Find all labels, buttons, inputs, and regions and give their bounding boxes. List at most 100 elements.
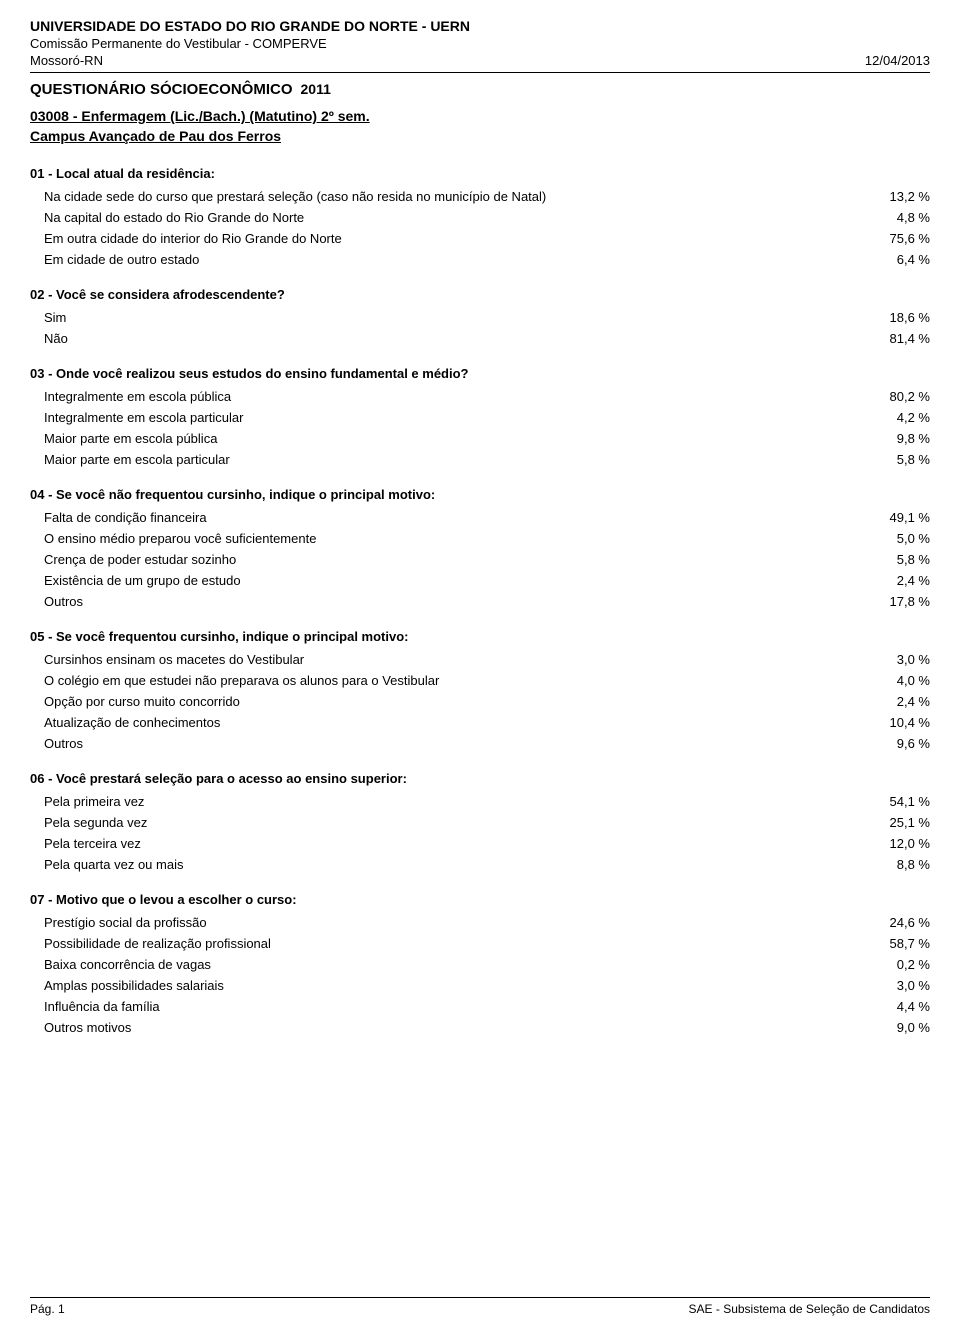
answer-row: Falta de condição financeira49,1 % [30, 510, 930, 525]
institution-name: UNIVERSIDADE DO ESTADO DO RIO GRANDE DO … [30, 18, 930, 34]
answer-value: 5,8 % [897, 452, 930, 467]
answer-row: Outros motivos9,0 % [30, 1020, 930, 1035]
answer-row: Atualização de conhecimentos10,4 % [30, 715, 930, 730]
answer-value: 4,4 % [897, 999, 930, 1014]
answer-value: 3,0 % [897, 652, 930, 667]
answer-label: Falta de condição financeira [44, 510, 890, 525]
answer-row: Pela quarta vez ou mais8,8 % [30, 857, 930, 872]
answer-row: Em outra cidade do interior do Rio Grand… [30, 231, 930, 246]
answer-value: 54,1 % [890, 794, 930, 809]
answer-label: Pela primeira vez [44, 794, 890, 809]
answer-value: 18,6 % [890, 310, 930, 325]
answer-label: Outros [44, 594, 890, 609]
answer-row: Em cidade de outro estado6,4 % [30, 252, 930, 267]
answer-label: Na capital do estado do Rio Grande do No… [44, 210, 897, 225]
answer-value: 24,6 % [890, 915, 930, 930]
answer-row: Pela primeira vez54,1 % [30, 794, 930, 809]
document-header: UNIVERSIDADE DO ESTADO DO RIO GRANDE DO … [30, 18, 930, 68]
answer-value: 5,0 % [897, 531, 930, 546]
answer-label: Integralmente em escola particular [44, 410, 897, 425]
system-name: SAE - Subsistema de Seleção de Candidato… [689, 1302, 930, 1316]
answer-row: Pela terceira vez12,0 % [30, 836, 930, 851]
answer-value: 75,6 % [890, 231, 930, 246]
answer-row: Amplas possibilidades salariais3,0 % [30, 978, 930, 993]
answer-row: Baixa concorrência de vagas0,2 % [30, 957, 930, 972]
answer-row: Outros9,6 % [30, 736, 930, 751]
answer-label: Na cidade sede do curso que prestará sel… [44, 189, 890, 204]
answer-row: Possibilidade de realização profissional… [30, 936, 930, 951]
answer-value: 3,0 % [897, 978, 930, 993]
answer-row: Existência de um grupo de estudo2,4 % [30, 573, 930, 588]
answer-label: Pela segunda vez [44, 815, 890, 830]
answer-value: 0,2 % [897, 957, 930, 972]
question-title: 01 - Local atual da residência: [30, 166, 930, 181]
answer-row: Outros17,8 % [30, 594, 930, 609]
answer-label: Pela terceira vez [44, 836, 890, 851]
campus-name: Campus Avançado de Pau dos Ferros [30, 128, 930, 144]
answer-row: O ensino médio preparou você suficientem… [30, 531, 930, 546]
question-title: 04 - Se você não frequentou cursinho, in… [30, 487, 930, 502]
answer-label: Influência da família [44, 999, 897, 1014]
footer-divider [30, 1297, 930, 1298]
answer-label: Outros [44, 736, 897, 751]
question-title: 06 - Você prestará seleção para o acesso… [30, 771, 930, 786]
answer-row: Na cidade sede do curso que prestará sel… [30, 189, 930, 204]
answer-label: Pela quarta vez ou mais [44, 857, 897, 872]
answer-value: 2,4 % [897, 694, 930, 709]
answer-row: Prestígio social da profissão24,6 % [30, 915, 930, 930]
answer-row: Maior parte em escola particular5,8 % [30, 452, 930, 467]
answer-label: Atualização de conhecimentos [44, 715, 890, 730]
answer-row: Pela segunda vez25,1 % [30, 815, 930, 830]
answer-label: Existência de um grupo de estudo [44, 573, 897, 588]
answer-value: 17,8 % [890, 594, 930, 609]
answer-label: Sim [44, 310, 890, 325]
report-date: 12/04/2013 [865, 53, 930, 68]
answer-value: 13,2 % [890, 189, 930, 204]
answer-label: Baixa concorrência de vagas [44, 957, 897, 972]
report-title: QUESTIONÁRIO SÓCIOECONÔMICO [30, 81, 293, 98]
city-name: Mossoró-RN [30, 53, 103, 68]
answer-value: 4,0 % [897, 673, 930, 688]
answer-row: Influência da família4,4 % [30, 999, 930, 1014]
page-footer: Pág. 1 SAE - Subsistema de Seleção de Ca… [30, 1297, 930, 1316]
answer-label: Crença de poder estudar sozinho [44, 552, 897, 567]
answer-label: Maior parte em escola pública [44, 431, 897, 446]
question-title: 05 - Se você frequentou cursinho, indiqu… [30, 629, 930, 644]
answer-row: Integralmente em escola pública80,2 % [30, 389, 930, 404]
answer-label: Opção por curso muito concorrido [44, 694, 897, 709]
question-title: 07 - Motivo que o levou a escolher o cur… [30, 892, 930, 907]
answer-value: 9,8 % [897, 431, 930, 446]
answer-row: Sim18,6 % [30, 310, 930, 325]
answer-label: Outros motivos [44, 1020, 897, 1035]
answer-row: O colégio em que estudei não preparava o… [30, 673, 930, 688]
answer-value: 8,8 % [897, 857, 930, 872]
answer-label: Em outra cidade do interior do Rio Grand… [44, 231, 890, 246]
answer-value: 10,4 % [890, 715, 930, 730]
answer-value: 49,1 % [890, 510, 930, 525]
page-number: Pág. 1 [30, 1302, 65, 1316]
header-divider [30, 72, 930, 73]
answer-value: 4,8 % [897, 210, 930, 225]
answer-label: O colégio em que estudei não preparava o… [44, 673, 897, 688]
answer-value: 80,2 % [890, 389, 930, 404]
answer-value: 25,1 % [890, 815, 930, 830]
commission-name: Comissão Permanente do Vestibular - COMP… [30, 36, 930, 51]
report-title-row: QUESTIONÁRIO SÓCIOECONÔMICO 2011 [30, 81, 930, 98]
answer-label: Possibilidade de realização profissional [44, 936, 890, 951]
answer-value: 5,8 % [897, 552, 930, 567]
questions-container: 01 - Local atual da residência: Na cidade… [30, 166, 930, 1035]
answer-label: Não [44, 331, 890, 346]
question-title: 03 - Onde você realizou seus estudos do … [30, 366, 930, 381]
answer-value: 4,2 % [897, 410, 930, 425]
answer-row: Crença de poder estudar sozinho5,8 % [30, 552, 930, 567]
answer-value: 9,6 % [897, 736, 930, 751]
answer-row: Na capital do estado do Rio Grande do No… [30, 210, 930, 225]
course-name: 03008 - Enfermagem (Lic./Bach.) (Matutin… [30, 108, 930, 124]
answer-label: Maior parte em escola particular [44, 452, 897, 467]
question-title: 02 - Você se considera afrodescendente? [30, 287, 930, 302]
answer-label: Integralmente em escola pública [44, 389, 890, 404]
answer-value: 6,4 % [897, 252, 930, 267]
answer-value: 9,0 % [897, 1020, 930, 1035]
answer-value: 2,4 % [897, 573, 930, 588]
answer-value: 58,7 % [890, 936, 930, 951]
